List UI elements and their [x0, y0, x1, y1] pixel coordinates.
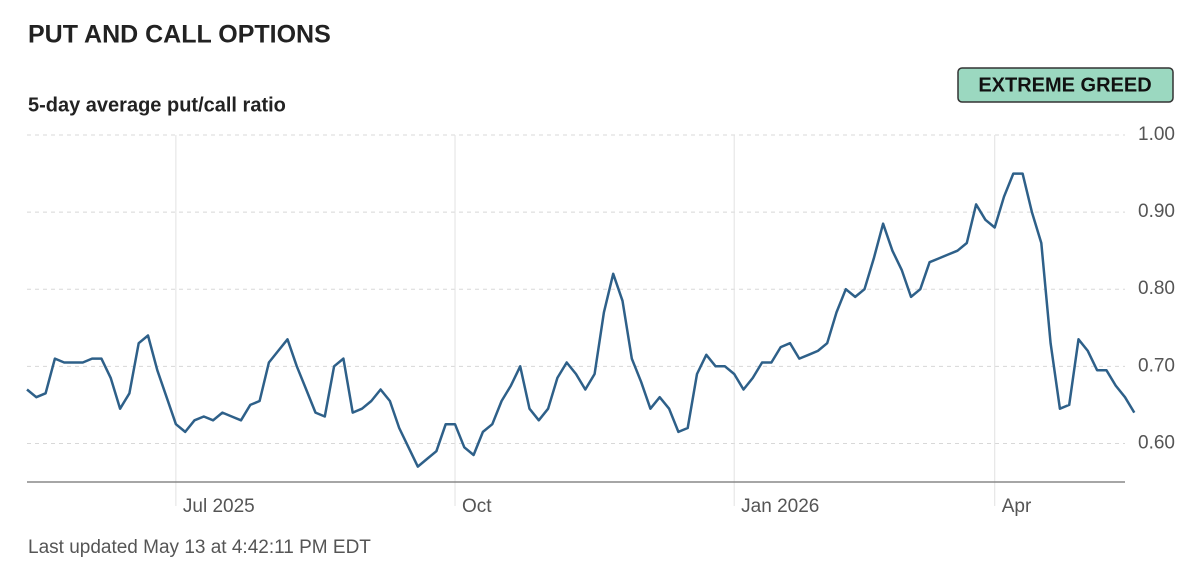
x-tick-label: Jul 2025	[183, 496, 255, 517]
chart-title: PUT AND CALL OPTIONS	[28, 21, 331, 49]
y-tick-label: 0.60	[1138, 432, 1175, 453]
y-tick-label: 1.00	[1138, 124, 1175, 145]
x-tick-label: Apr	[1002, 496, 1032, 517]
y-tick-label: 0.80	[1138, 278, 1175, 299]
y-tick-label: 0.70	[1138, 355, 1175, 376]
x-tick-label: Oct	[462, 496, 492, 517]
sentiment-label: EXTREME GREED	[978, 74, 1151, 96]
data-line	[26, 172, 1136, 468]
chart-subtitle: 5-day average put/call ratio	[28, 94, 286, 116]
footnote: Last updated May 13 at 4:42:11 PM EDT	[28, 537, 371, 558]
y-tick-label: 0.90	[1138, 201, 1175, 222]
sentiment-badge	[957, 67, 1174, 103]
x-tick-label: Jan 2026	[741, 496, 819, 517]
